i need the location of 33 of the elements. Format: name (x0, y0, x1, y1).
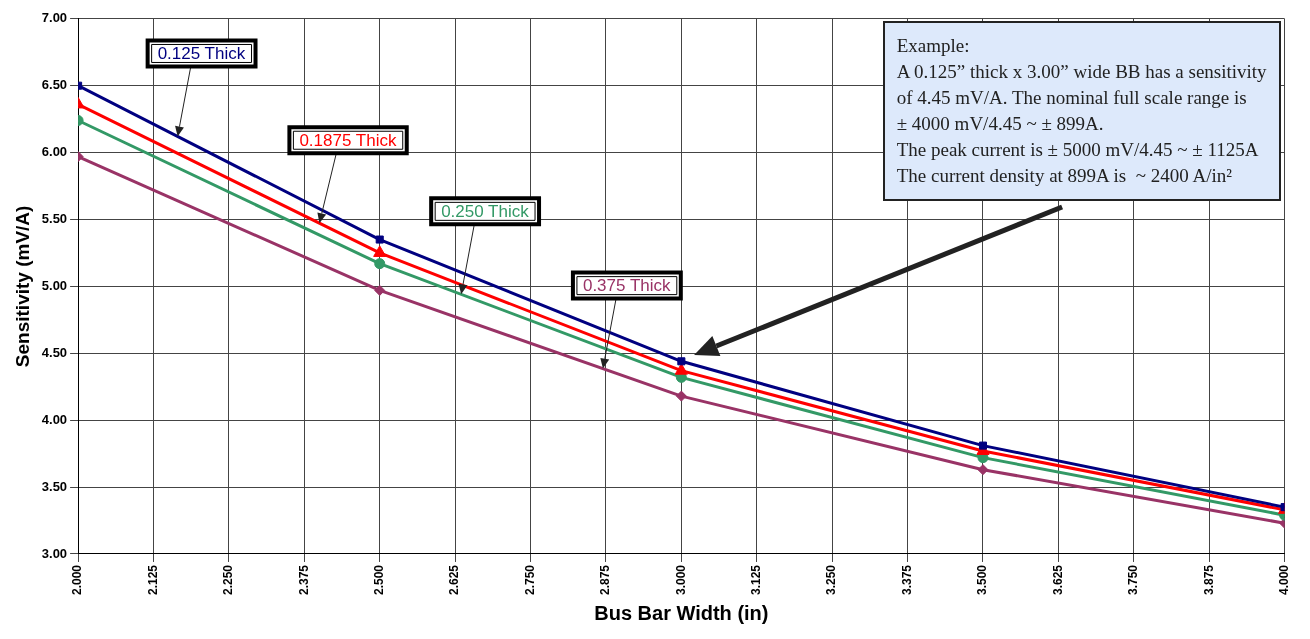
x-tick-label: 3.000 (673, 564, 688, 595)
x-tick-label: 3.250 (824, 564, 839, 595)
x-tick-label: 3.875 (1201, 564, 1216, 595)
text: 0.125 Thick (157, 44, 246, 64)
text: 0.375 Thick (582, 276, 671, 296)
x-tick-label: 2.750 (522, 564, 537, 595)
y-tick-label: 4.50 (41, 344, 68, 360)
x-tick-label: 2.250 (221, 564, 236, 595)
y-tick-label: 5.00 (41, 277, 68, 293)
x-tick-label: 3.375 (899, 564, 914, 595)
y-axis-title: Sensitivity (mV/A) (11, 205, 33, 368)
x-tick-label: 2.375 (296, 564, 311, 595)
x-tick-label: 3.125 (749, 564, 764, 595)
x-tick-label: 2.500 (372, 564, 387, 595)
y-tick-label: 3.00 (41, 545, 68, 561)
x-axis-title: Bus Bar Width (in) (594, 601, 769, 624)
x-tick-label: 2.000 (70, 564, 85, 595)
y-tick-label: 5.50 (41, 211, 68, 227)
y-tick-label: 6.50 (41, 77, 68, 93)
x-tick-label: 3.625 (1050, 564, 1065, 595)
x-tick-label: 2.875 (598, 564, 613, 595)
text: 0.1875 Thick (299, 130, 397, 150)
y-tick-label: 4.00 (41, 411, 68, 427)
x-tick-label: 4.000 (1276, 564, 1291, 595)
y-tick-label: 7.00 (41, 10, 68, 26)
x-tick-label: 3.500 (975, 564, 990, 595)
x-tick-label: 2.125 (145, 564, 160, 595)
y-tick-label: 3.50 (41, 478, 68, 494)
text: 0.250 Thick (441, 202, 530, 222)
x-tick-label: 2.625 (447, 564, 462, 595)
x-tick-label: 3.750 (1126, 564, 1141, 595)
y-tick-label: 6.00 (41, 144, 68, 160)
annotation: Example: A 0.125” thick x 3.00” wide BB has a sensitivity of 4.45 mV/A. The nominal full scale range is ± 4000 mV/4.45 ~ ± 899A. The peak current is ± 5000 mV/4.45 ~ ± 1125A The current density at 899A is ~ 2400 A/in² (882, 20, 1281, 201)
